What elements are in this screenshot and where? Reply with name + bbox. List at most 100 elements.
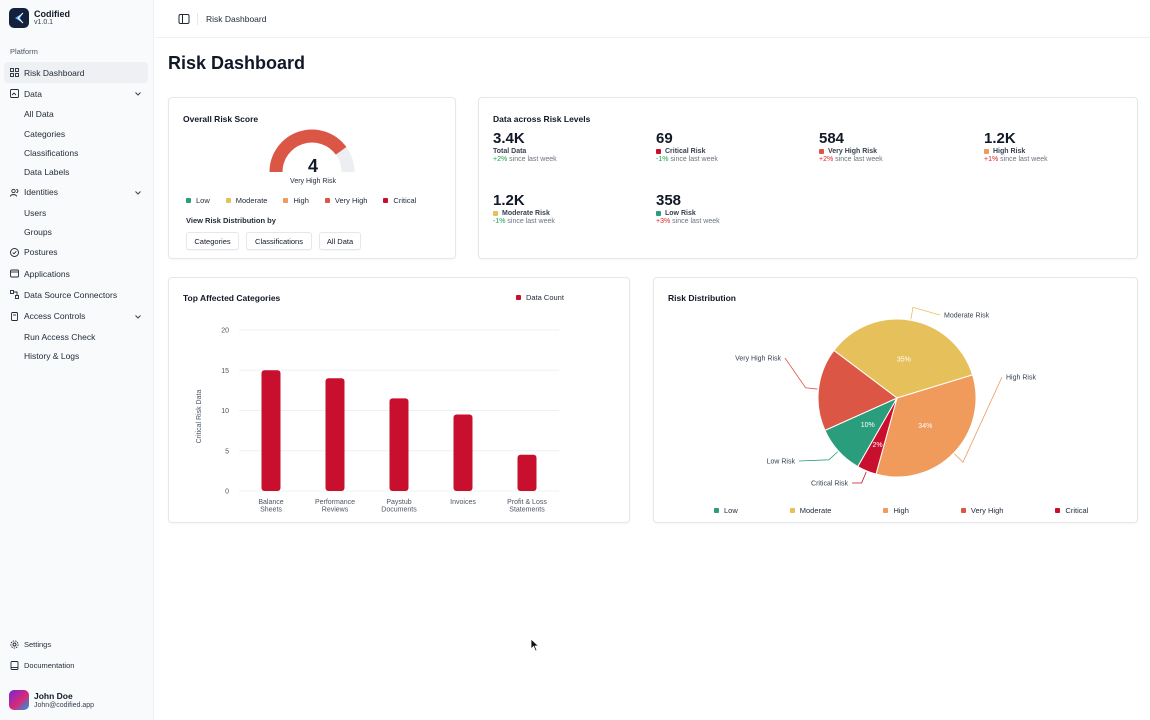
sidebar-item-applications[interactable]: Applications [4,263,148,284]
x-tick-label: Sheets [260,507,282,514]
legend-item-critical[interactable]: Critical [383,196,416,205]
legend-item-high[interactable]: High [283,196,309,205]
sidebar-item-access-controls[interactable]: Access Controls [4,306,148,327]
legend-label: High [893,506,909,515]
stat-label: Very High Risk [819,148,883,155]
user-name: John Doe [34,690,73,701]
card-title: Data across Risk Levels [493,114,591,124]
legend-item-low[interactable]: Low [714,506,738,515]
legend-item-moderate[interactable]: Moderate [225,196,268,205]
chevron-down-icon[interactable] [134,90,142,98]
sidebar-toggle-icon[interactable] [178,13,190,25]
stat-delta-since: since last week [672,218,720,225]
sidebar-item-postures[interactable]: Postures [4,242,148,263]
risk-score-label: Very High Risk [290,178,336,185]
legend-item-critical[interactable]: Critical [1055,506,1088,515]
app-name: Codified [34,9,70,19]
legend-label: Data Count [526,293,564,302]
x-tick-label: Paystub [386,499,411,506]
risk-levels-card: Data across Risk Levels 3.4K Total Data +2… [478,97,1138,259]
bar [517,454,537,491]
gauge-fill [269,129,347,173]
sidebar-footer: Settings Documentation [4,634,148,677]
slice-name-label: Moderate Risk [944,313,990,320]
sidebar-subitem-all-data[interactable]: All Data [24,109,54,120]
risk-level-stat: 3.4K Total Data +2% since last week [493,130,557,163]
sidebar-subitem-history-logs[interactable]: History & Logs [24,350,80,361]
legend-item-very-high[interactable]: Very High [960,506,1003,515]
sidebar-item-risk-dashboard[interactable]: Risk Dashboard [4,62,148,84]
sidebar-item-label: Applications [24,268,70,279]
user-menu[interactable]: John Doe John@codified.app [9,690,94,710]
sidebar-item-identities[interactable]: Identities [4,182,148,203]
shield-check-icon [10,247,19,257]
stat-delta-value: +2% [819,156,834,163]
classifications-button[interactable]: Classifications [246,232,312,250]
legend-item-very-high[interactable]: Very High [324,196,367,205]
legend-label: Moderate [799,506,832,515]
legend-item-data-count[interactable]: Data Count [516,293,564,302]
stat-swatch [493,211,498,216]
stat-delta: -1% since last week [656,156,718,163]
stat-delta-value: +1% [984,156,999,163]
legend-swatch [789,508,795,513]
stat-label: Moderate Risk [493,210,555,217]
legend-swatch [383,198,389,203]
stat-delta-since: since last week [835,156,883,163]
risk-gauge [269,129,355,173]
stat-delta: +2% since last week [819,156,883,163]
slice-value-label: 10% [861,422,875,429]
legend-label: Low [724,506,738,515]
connector-icon [10,290,19,300]
card-title: Overall Risk Score [183,114,259,124]
card-title: Risk Distribution [668,293,737,303]
legend-swatch [225,198,231,203]
slice-leader-line [851,471,867,484]
sidebar-subitem-users[interactable]: Users [24,207,47,218]
stat-swatch [656,211,661,216]
legend-item-moderate[interactable]: Moderate [789,506,832,515]
brand[interactable]: Codified v1.0.1 [9,8,70,28]
legend-swatch [186,198,191,203]
legend-label: Critical [393,196,417,205]
sidebar-subitem-classifications[interactable]: Classifications [24,147,79,158]
slice-name-label: High Risk [1006,375,1036,382]
sidebar-item-label: Documentation [24,661,75,671]
sidebar-subitem-data-labels[interactable]: Data Labels [24,167,70,178]
stat-delta: -1% since last week [493,218,555,225]
sidebar-item-documentation[interactable]: Documentation [4,655,148,676]
breadcrumb[interactable]: Risk Dashboard [206,14,267,24]
database-icon [10,89,19,99]
stat-delta-value: +2% [493,156,508,163]
x-tick-label: Statements [509,507,545,514]
chevron-down-icon[interactable] [134,189,142,197]
categories-button[interactable]: Categories [186,232,239,250]
sidebar-item-label: Data [24,88,42,99]
sidebar-subitem-categories[interactable]: Categories [24,128,66,139]
codified-logo-icon [9,8,29,28]
slice-name-label: Critical Risk [811,481,848,488]
legend-label: Moderate [235,196,268,205]
sidebar-item-data-source-connectors[interactable]: Data Source Connectors [4,284,148,305]
sidebar-item-data[interactable]: Data [4,83,148,104]
legend-item-high[interactable]: High [883,506,909,515]
sidebar-subitem-run-access-check[interactable]: Run Access Check [24,331,96,342]
pie-chart-legend: Low Moderate High Very High Critical [714,506,1088,515]
stat-delta-value: -1% [656,156,669,163]
legend-item-low[interactable]: Low [186,196,210,205]
stat-label-text: Total Data [493,148,527,155]
x-tick-label: Profit & Loss [507,499,547,506]
top-categories-card: Top Affected Categories Data Count 0 5 10 1… [168,277,630,523]
legend-swatch [283,198,289,203]
y-tick-label: 5 [225,448,229,455]
chevron-down-icon[interactable] [134,313,142,321]
stat-label-text: Very High Risk [828,148,878,155]
all-data-button[interactable]: All Data [319,232,361,250]
users-icon [10,188,19,197]
stat-value: 358 [656,192,682,209]
y-axis-label: Critical Risk Data [196,390,203,444]
sidebar-item-settings[interactable]: Settings [4,634,148,655]
stat-delta-since: since last week [1000,156,1048,163]
x-tick-label: Performance [315,499,355,506]
sidebar-subitem-groups[interactable]: Groups [24,227,52,238]
